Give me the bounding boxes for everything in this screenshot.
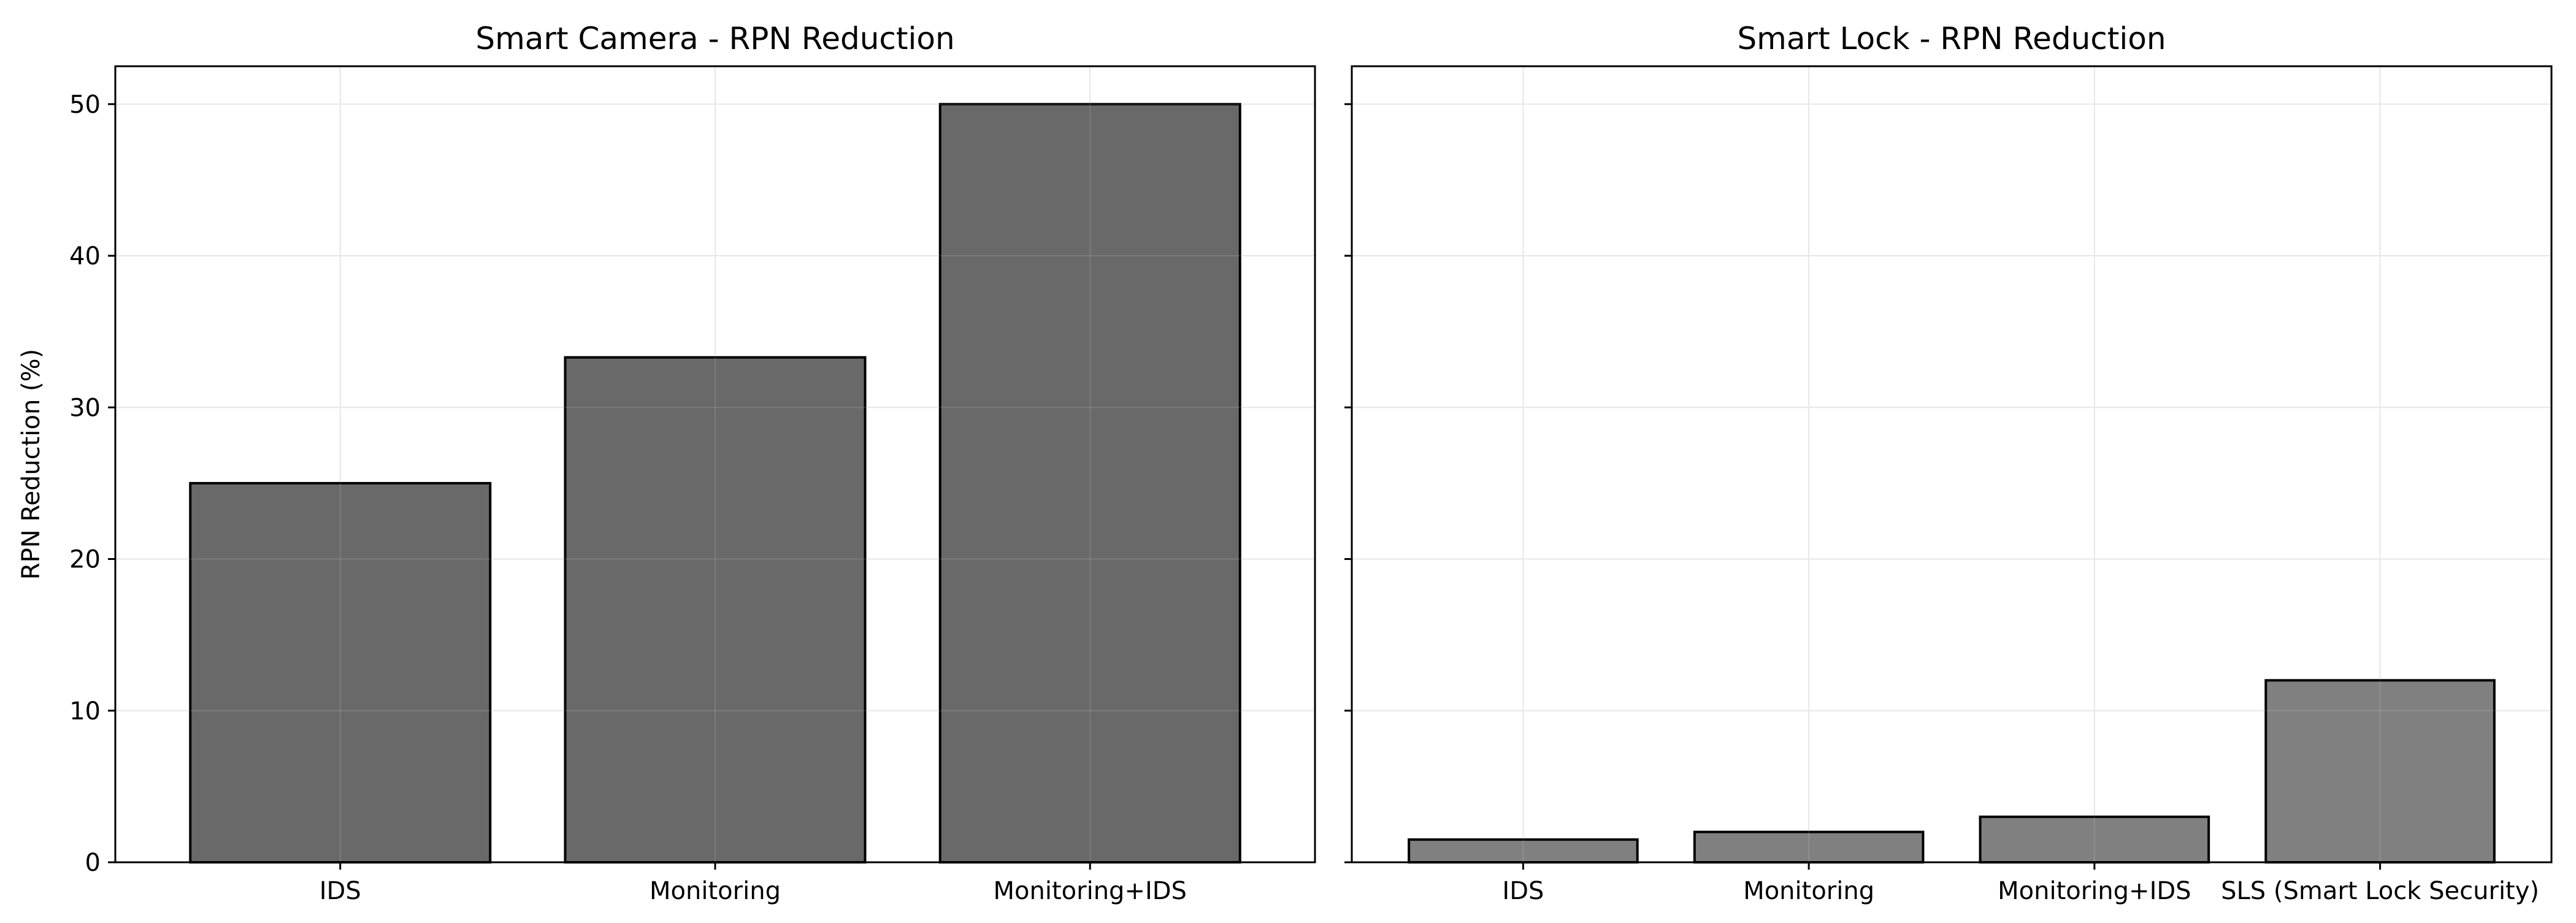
right-x-ticks: IDS Monitoring Monitoring+IDS SLS (Smart Lo…	[1502, 862, 2539, 905]
y-axis-label: RPN Reduction (%)	[17, 349, 45, 580]
x-tick-label: Monitoring+IDS	[994, 877, 1187, 905]
right-chart-title: Smart Lock - RPN Reduction	[1737, 21, 2166, 56]
x-tick-label: Monitoring+IDS	[1998, 877, 2191, 905]
right-plot-frame	[1351, 65, 2553, 864]
right-bars	[1352, 66, 2551, 864]
y-tick-label: 40	[69, 242, 101, 270]
x-tick-label: IDS	[1502, 877, 1544, 905]
bar-sls-smart-lock-security	[2264, 679, 2496, 864]
right-panel: IDS Monitoring Monitoring+IDS SLS (Smart Lo…	[1344, 21, 2553, 905]
right-y-ticks	[1344, 103, 1352, 864]
bar-ids	[189, 481, 492, 864]
x-tick-label: Monitoring	[1743, 877, 1874, 905]
left-bars	[115, 66, 1315, 864]
left-y-ticks: 0 10 20 30 40 50	[69, 91, 115, 877]
y-tick-label: 30	[69, 394, 101, 422]
y-tick-label: 20	[69, 546, 101, 574]
x-tick-label: IDS	[320, 877, 361, 905]
y-tick-label: 0	[85, 849, 101, 877]
y-tick-label: 10	[69, 697, 101, 726]
x-tick-label: SLS (Smart Lock Security)	[2221, 877, 2539, 905]
right-gridlines	[1352, 66, 2551, 863]
x-tick-label: Monitoring	[650, 877, 781, 905]
left-x-ticks: IDS Monitoring Monitoring+IDS	[320, 862, 1187, 905]
left-chart-title: Smart Camera - RPN Reduction	[475, 21, 954, 56]
y-tick-label: 50	[69, 91, 101, 119]
